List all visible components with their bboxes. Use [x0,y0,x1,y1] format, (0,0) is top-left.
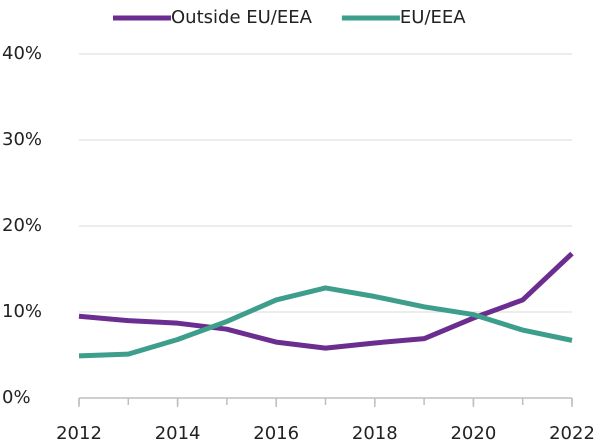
y-tick-label: 20% [2,215,42,236]
legend-label: Outside EU/EEA [171,7,313,28]
x-tick-label: 2022 [549,423,595,444]
x-tick-label: 2020 [450,423,496,444]
series-line [78,285,573,359]
series-line [78,251,574,351]
x-tick-label: 2016 [253,423,299,444]
y-tick-label: 30% [2,129,42,150]
y-tick-label: 10% [2,301,42,322]
x-tick-label: 2014 [155,423,201,444]
y-tick-label: 0% [2,387,31,408]
legend-label: EU/EEA [400,7,466,28]
x-tick-label: 2012 [56,423,102,444]
x-tick-label: 2018 [352,423,398,444]
y-tick-label: 40% [2,43,42,64]
